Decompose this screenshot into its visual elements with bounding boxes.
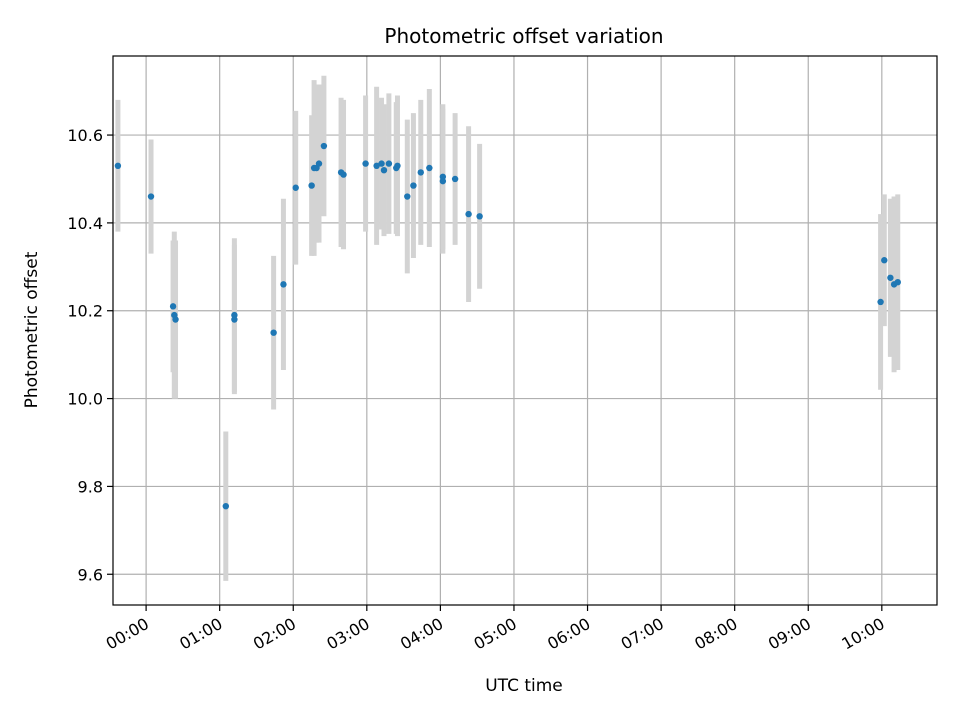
x-tick-label: 07:00 — [618, 614, 667, 654]
x-tick-label: 04:00 — [397, 614, 446, 654]
data-point — [881, 257, 888, 264]
y-tick-label: 9.8 — [78, 477, 103, 496]
y-tick-label: 9.6 — [78, 565, 103, 584]
data-point — [417, 169, 424, 176]
x-tick-label: 09:00 — [765, 614, 814, 654]
x-axis: 00:00 01:00 02:00 03:00 04:00 05:00 06:00 07:00… — [103, 605, 888, 654]
data-point — [373, 162, 380, 169]
data-point — [380, 166, 388, 174]
data-point — [169, 303, 177, 310]
data-points — [114, 142, 901, 510]
data-point — [894, 278, 901, 286]
y-axis: 9.6 9.8 10.0 10.2 10.4 10.6 — [67, 126, 113, 584]
data-point — [378, 160, 385, 167]
data-point — [340, 171, 347, 178]
data-point — [280, 281, 287, 288]
x-tick-label: 00:00 — [103, 614, 152, 654]
data-point — [465, 210, 472, 218]
data-point — [410, 182, 417, 189]
data-point — [308, 182, 315, 189]
data-point — [147, 193, 155, 200]
data-point — [315, 160, 323, 167]
y-tick-label: 10.2 — [67, 302, 103, 321]
error-bars — [115, 75, 901, 581]
x-tick-label: 01:00 — [176, 614, 225, 654]
data-point — [222, 502, 230, 510]
x-tick-label: 10:00 — [838, 614, 887, 654]
data-point — [426, 164, 433, 172]
data-point — [231, 311, 238, 319]
chart-title: Photometric offset variation — [384, 24, 663, 48]
data-point — [270, 329, 277, 336]
data-point — [320, 142, 328, 150]
x-tick-label: 06:00 — [544, 614, 593, 654]
y-tick-label: 10.0 — [67, 390, 103, 409]
y-axis-title: Photometric offset — [22, 251, 42, 408]
y-tick-label: 10.6 — [67, 126, 103, 145]
data-point — [385, 160, 393, 167]
plot-frame — [112, 55, 938, 606]
data-point — [114, 162, 122, 169]
x-tick-label: 02:00 — [250, 614, 299, 654]
x-tick-label: 08:00 — [691, 614, 740, 654]
data-point — [292, 184, 299, 191]
x-tick-label: 05:00 — [471, 614, 520, 654]
data-point — [476, 213, 483, 220]
data-point — [877, 298, 884, 306]
data-point — [362, 160, 369, 167]
data-point — [439, 177, 447, 185]
data-point — [887, 274, 894, 281]
data-point — [231, 316, 238, 323]
x-axis-title: UTC time — [485, 676, 563, 696]
data-point — [172, 316, 179, 323]
data-point — [439, 173, 447, 180]
x-tick-label: 03:00 — [323, 614, 372, 654]
y-tick-label: 10.4 — [67, 214, 103, 233]
data-point — [451, 175, 459, 183]
data-point — [404, 193, 411, 200]
data-point — [394, 162, 401, 169]
